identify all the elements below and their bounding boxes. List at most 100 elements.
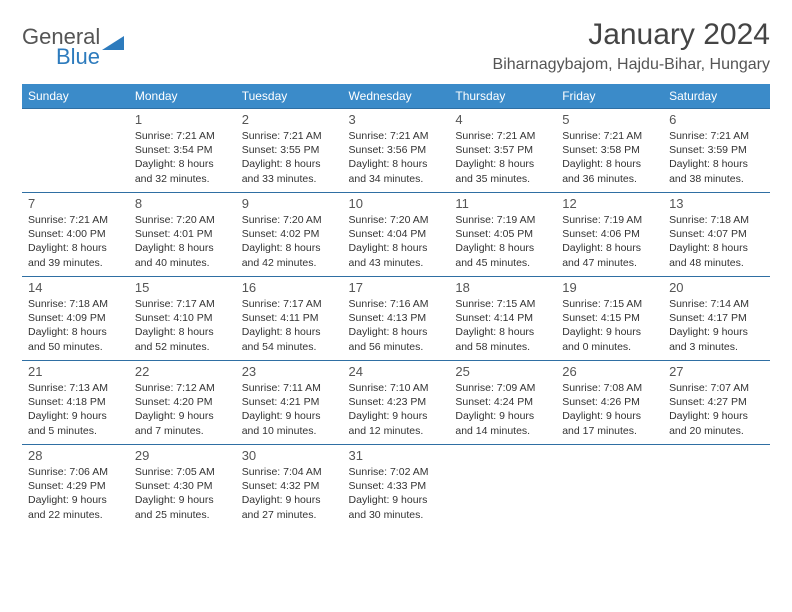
- calendar-day-cell: 26Sunrise: 7:08 AMSunset: 4:26 PMDayligh…: [556, 361, 663, 445]
- day-info: Sunrise: 7:19 AMSunset: 4:05 PMDaylight:…: [455, 213, 550, 270]
- calendar-day-cell: 30 Sunrise: 7:04 AMSunset: 4:32 PMDayligh…: [236, 445, 343, 529]
- calendar-day-cell: 29 Sunrise: 7:05 AMSunset: 4:30 PMDayligh…: [129, 445, 236, 529]
- calendar-day-cell: 9Sunrise: 7:20 AMSunset: 4:02 PMDaylight…: [236, 193, 343, 277]
- day-info: Sunrise: 7:21 AMSunset: 3:58 PMDaylight:…: [562, 129, 657, 186]
- day-info: Sunrise: 7:21 AMSunset: 3:55 PMDaylight:…: [242, 129, 337, 186]
- day-info: Sunrise: 7:20 AMSunset: 4:01 PMDaylight:…: [135, 213, 230, 270]
- day-number: 3: [349, 112, 444, 127]
- day-number: 28: [28, 448, 123, 463]
- day-info: Sunrise: 7:08 AMSunset: 4:26 PMDaylight:…: [562, 381, 657, 438]
- day-number: 25: [455, 364, 550, 379]
- day-info: Sunrise: 7:04 AMSunset: 4:32 PMDaylight:…: [242, 465, 337, 522]
- day-number: 27: [669, 364, 764, 379]
- day-info: Sunrise: 7:10 AMSunset: 4:23 PMDaylight:…: [349, 381, 444, 438]
- day-number: 16: [242, 280, 337, 295]
- day-number: 8: [135, 196, 230, 211]
- day-number: 7: [28, 196, 123, 211]
- calendar-day-cell: 10Sunrise: 7:20 AMSunset: 4:04 PMDayligh…: [343, 193, 450, 277]
- weekday-header: Saturday: [663, 84, 770, 109]
- calendar-day-cell: 5 Sunrise: 7:21 AMSunset: 3:58 PMDaylight…: [556, 109, 663, 193]
- header: GeneralBlue January 2024 Biharnagybajom,…: [22, 18, 770, 74]
- weekday-header: Thursday: [449, 84, 556, 109]
- day-number: 20: [669, 280, 764, 295]
- calendar-week-row: 7 Sunrise: 7:21 AMSunset: 4:00 PMDaylight…: [22, 193, 770, 277]
- calendar-week-row: 21 Sunrise: 7:13 AMSunset: 4:18 PMDayligh…: [22, 361, 770, 445]
- day-info: Sunrise: 7:17 AMSunset: 4:11 PMDaylight:…: [242, 297, 337, 354]
- day-info: Sunrise: 7:05 AMSunset: 4:30 PMDaylight:…: [135, 465, 230, 522]
- day-number: 15: [135, 280, 230, 295]
- calendar-body: 1 Sunrise: 7:21 AMSunset: 3:54 PMDaylight…: [22, 109, 770, 529]
- logo-text-2: Blue: [56, 44, 100, 70]
- calendar-day-cell: 23 Sunrise: 7:11 AMSunset: 4:21 PMDayligh…: [236, 361, 343, 445]
- calendar-day-cell: 25Sunrise: 7:09 AMSunset: 4:24 PMDayligh…: [449, 361, 556, 445]
- day-info: Sunrise: 7:16 AMSunset: 4:13 PMDaylight:…: [349, 297, 444, 354]
- weekday-header: Tuesday: [236, 84, 343, 109]
- day-info: Sunrise: 7:18 AMSunset: 4:07 PMDaylight:…: [669, 213, 764, 270]
- logo: GeneralBlue: [22, 18, 124, 70]
- day-number: 18: [455, 280, 550, 295]
- day-number: 14: [28, 280, 123, 295]
- day-number: 22: [135, 364, 230, 379]
- logo-triangle-icon: [102, 36, 124, 50]
- calendar-week-row: 28Sunrise: 7:06 AMSunset: 4:29 PMDayligh…: [22, 445, 770, 529]
- day-info: Sunrise: 7:21 AMSunset: 3:57 PMDaylight:…: [455, 129, 550, 186]
- day-number: 31: [349, 448, 444, 463]
- weekday-header-row: SundayMondayTuesdayWednesdayThursdayFrid…: [22, 84, 770, 109]
- calendar-day-cell: 16 Sunrise: 7:17 AMSunset: 4:11 PMDayligh…: [236, 277, 343, 361]
- day-info: Sunrise: 7:15 AMSunset: 4:14 PMDaylight:…: [455, 297, 550, 354]
- day-info: Sunrise: 7:13 AMSunset: 4:18 PMDaylight:…: [28, 381, 123, 438]
- calendar-day-cell: 17 Sunrise: 7:16 AMSunset: 4:13 PMDayligh…: [343, 277, 450, 361]
- day-info: Sunrise: 7:02 AMSunset: 4:33 PMDaylight:…: [349, 465, 444, 522]
- calendar-day-cell: 1 Sunrise: 7:21 AMSunset: 3:54 PMDaylight…: [129, 109, 236, 193]
- weekday-header: Friday: [556, 84, 663, 109]
- calendar-day-cell: 2 Sunrise: 7:21 AMSunset: 3:55 PMDaylight…: [236, 109, 343, 193]
- day-info: Sunrise: 7:17 AMSunset: 4:10 PMDaylight:…: [135, 297, 230, 354]
- calendar-table: SundayMondayTuesdayWednesdayThursdayFrid…: [22, 84, 770, 529]
- day-number: 23: [242, 364, 337, 379]
- calendar-day-cell: 19 Sunrise: 7:15 AMSunset: 4:15 PMDayligh…: [556, 277, 663, 361]
- day-number: 5: [562, 112, 657, 127]
- day-info: Sunrise: 7:15 AMSunset: 4:15 PMDaylight:…: [562, 297, 657, 354]
- day-number: 2: [242, 112, 337, 127]
- calendar-day-cell: 4 Sunrise: 7:21 AMSunset: 3:57 PMDaylight…: [449, 109, 556, 193]
- location: Biharnagybajom, Hajdu-Bihar, Hungary: [493, 56, 770, 74]
- calendar-day-cell: 14 Sunrise: 7:18 AMSunset: 4:09 PMDayligh…: [22, 277, 129, 361]
- day-info: Sunrise: 7:19 AMSunset: 4:06 PMDaylight:…: [562, 213, 657, 270]
- calendar-day-cell: 8 Sunrise: 7:20 AMSunset: 4:01 PMDaylight…: [129, 193, 236, 277]
- day-info: Sunrise: 7:21 AMSunset: 3:56 PMDaylight:…: [349, 129, 444, 186]
- calendar-day-cell: 31 Sunrise: 7:02 AMSunset: 4:33 PMDayligh…: [343, 445, 450, 529]
- calendar-week-row: 1 Sunrise: 7:21 AMSunset: 3:54 PMDaylight…: [22, 109, 770, 193]
- day-number: 1: [135, 112, 230, 127]
- day-number: 21: [28, 364, 123, 379]
- day-number: 17: [349, 280, 444, 295]
- calendar-day-cell: [22, 109, 129, 193]
- calendar-day-cell: 22Sunrise: 7:12 AMSunset: 4:20 PMDayligh…: [129, 361, 236, 445]
- weekday-header: Sunday: [22, 84, 129, 109]
- calendar-day-cell: [663, 445, 770, 529]
- weekday-header: Wednesday: [343, 84, 450, 109]
- calendar-day-cell: 3 Sunrise: 7:21 AMSunset: 3:56 PMDaylight…: [343, 109, 450, 193]
- calendar-day-cell: 24Sunrise: 7:10 AMSunset: 4:23 PMDayligh…: [343, 361, 450, 445]
- day-number: 4: [455, 112, 550, 127]
- day-info: Sunrise: 7:11 AMSunset: 4:21 PMDaylight:…: [242, 381, 337, 438]
- day-number: 6: [669, 112, 764, 127]
- day-number: 13: [669, 196, 764, 211]
- weekday-header: Monday: [129, 84, 236, 109]
- month-title: January 2024: [493, 18, 770, 52]
- day-info: Sunrise: 7:18 AMSunset: 4:09 PMDaylight:…: [28, 297, 123, 354]
- calendar-day-cell: 7 Sunrise: 7:21 AMSunset: 4:00 PMDaylight…: [22, 193, 129, 277]
- day-number: 29: [135, 448, 230, 463]
- day-number: 19: [562, 280, 657, 295]
- day-number: 12: [562, 196, 657, 211]
- calendar-day-cell: 21 Sunrise: 7:13 AMSunset: 4:18 PMDayligh…: [22, 361, 129, 445]
- calendar-day-cell: 11 Sunrise: 7:19 AMSunset: 4:05 PMDayligh…: [449, 193, 556, 277]
- day-info: Sunrise: 7:21 AMSunset: 3:54 PMDaylight:…: [135, 129, 230, 186]
- day-info: Sunrise: 7:20 AMSunset: 4:04 PMDaylight:…: [349, 213, 444, 270]
- day-info: Sunrise: 7:14 AMSunset: 4:17 PMDaylight:…: [669, 297, 764, 354]
- day-info: Sunrise: 7:20 AMSunset: 4:02 PMDaylight:…: [242, 213, 337, 270]
- day-number: 30: [242, 448, 337, 463]
- calendar-day-cell: 27Sunrise: 7:07 AMSunset: 4:27 PMDayligh…: [663, 361, 770, 445]
- day-info: Sunrise: 7:21 AMSunset: 4:00 PMDaylight:…: [28, 213, 123, 270]
- calendar-day-cell: 12 Sunrise: 7:19 AMSunset: 4:06 PMDayligh…: [556, 193, 663, 277]
- day-number: 11: [455, 196, 550, 211]
